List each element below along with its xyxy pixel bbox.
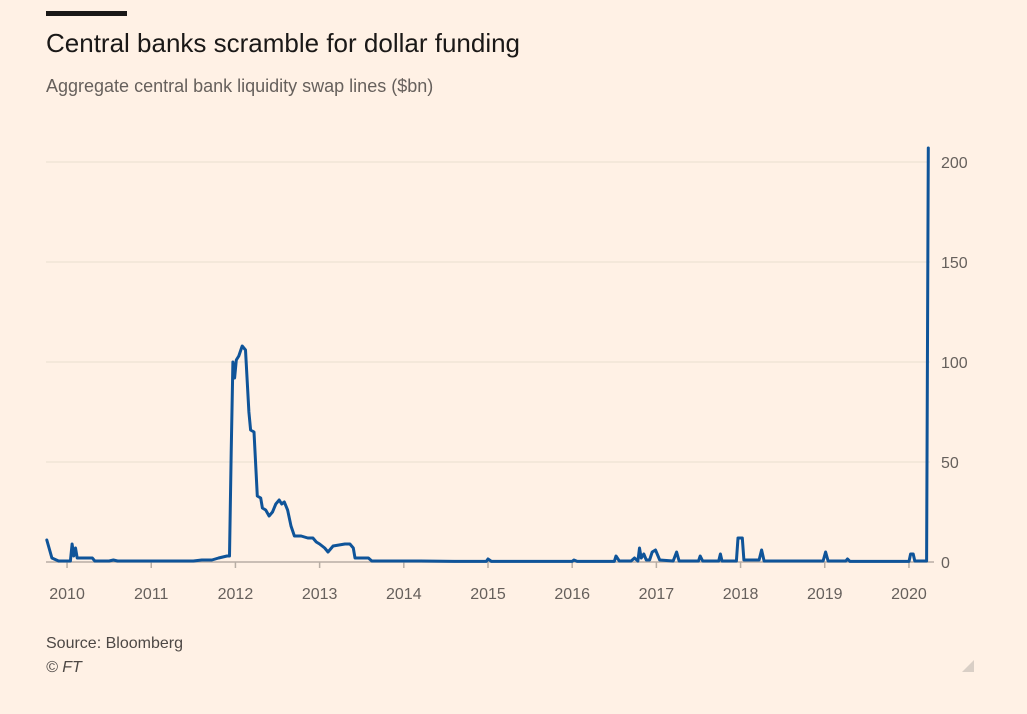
x-tick-label-2010: 2010 bbox=[49, 586, 85, 603]
chart-title: Central banks scramble for dollar fundin… bbox=[46, 28, 521, 58]
x-tick-label-2011: 2011 bbox=[134, 586, 169, 603]
source-note: Source: Bloomberg bbox=[46, 635, 183, 652]
chart-subtitle: Aggregate central bank liquidity swap li… bbox=[46, 76, 434, 96]
x-tick-label-2012: 2012 bbox=[218, 586, 254, 603]
y-tick-label-100: 100 bbox=[941, 355, 968, 372]
x-tick-label-2019: 2019 bbox=[807, 586, 843, 603]
resize-handle-icon[interactable] bbox=[962, 660, 974, 672]
series-line-0 bbox=[45, 146, 930, 563]
brand-bar bbox=[46, 11, 127, 16]
x-tick-label-2015: 2015 bbox=[470, 586, 506, 603]
x-tick-label-2017: 2017 bbox=[639, 586, 675, 603]
y-tick-label-200: 200 bbox=[941, 155, 968, 172]
x-tick-label-2018: 2018 bbox=[723, 586, 759, 603]
x-tick-label-2014: 2014 bbox=[386, 586, 422, 603]
x-tick-label-2020: 2020 bbox=[891, 586, 927, 603]
y-tick-label-150: 150 bbox=[941, 255, 968, 272]
x-tick-label-2016: 2016 bbox=[554, 586, 590, 603]
y-tick-label-0: 0 bbox=[941, 555, 950, 572]
copyright-note: © FT bbox=[46, 659, 82, 676]
x-tick-label-2013: 2013 bbox=[302, 586, 338, 603]
y-tick-label-50: 50 bbox=[941, 455, 959, 472]
